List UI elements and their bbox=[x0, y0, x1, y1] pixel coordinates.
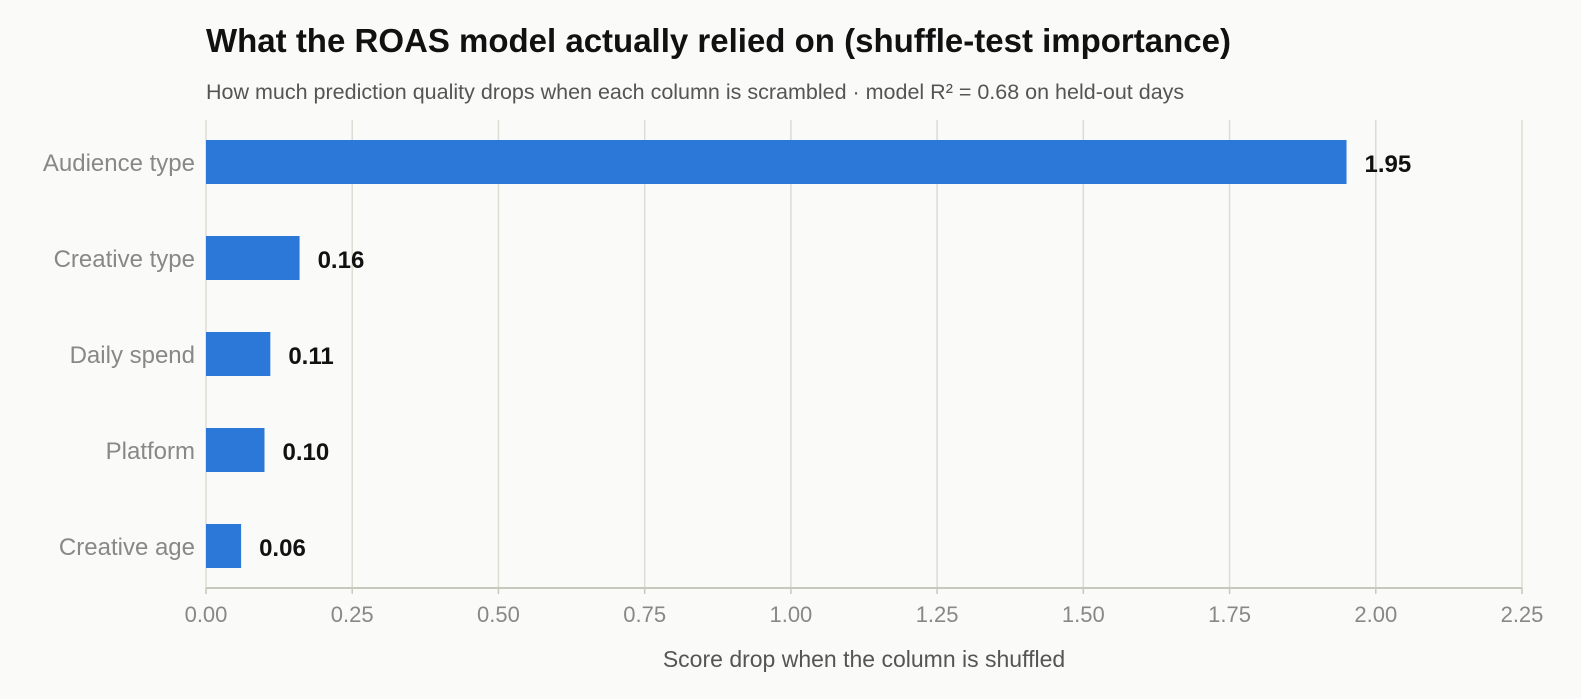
gridlines bbox=[205, 120, 1523, 588]
x-axis-title: Score drop when the column is shuffled bbox=[663, 646, 1065, 672]
x-tick-label: 0.25 bbox=[331, 602, 374, 627]
x-tick-label: 2.25 bbox=[1501, 602, 1544, 627]
category-label: Platform bbox=[106, 438, 195, 465]
bar bbox=[206, 332, 271, 376]
bar bbox=[206, 524, 242, 568]
category-label: Creative age bbox=[59, 534, 195, 561]
value-label: 0.06 bbox=[259, 535, 306, 562]
bar bbox=[206, 236, 300, 280]
x-tick-label: 1.25 bbox=[916, 602, 959, 627]
x-tick-label: 1.00 bbox=[769, 602, 812, 627]
chart-subtitle: How much prediction quality drops when e… bbox=[206, 80, 1185, 104]
x-tick-label: 0.50 bbox=[477, 602, 520, 627]
value-label: 1.95 bbox=[1365, 151, 1412, 178]
x-tick-label: 2.00 bbox=[1354, 602, 1397, 627]
value-label: 0.11 bbox=[288, 343, 333, 370]
x-axis: 0.00 0.25 0.50 0.75 1.00 1.25 1.50 1.75 2.00 2.25 bbox=[185, 587, 1544, 627]
value-label: 0.16 bbox=[318, 247, 365, 274]
x-tick-label: 1.50 bbox=[1062, 602, 1105, 627]
x-tick-label: 0.75 bbox=[623, 602, 666, 627]
category-label: Creative type bbox=[54, 246, 195, 273]
bar bbox=[206, 140, 1347, 184]
chart-title: What the ROAS model actually relied on (… bbox=[206, 22, 1231, 59]
value-label: 0.10 bbox=[282, 439, 329, 466]
category-label: Daily spend bbox=[70, 342, 195, 369]
x-tick-label: 0.00 bbox=[185, 602, 228, 627]
bar bbox=[206, 428, 265, 472]
x-tick-label: 1.75 bbox=[1208, 602, 1251, 627]
category-label: Audience type bbox=[43, 150, 195, 177]
bars: Audience type 1.95 Creative type 0.16 Daily … bbox=[43, 140, 1411, 568]
